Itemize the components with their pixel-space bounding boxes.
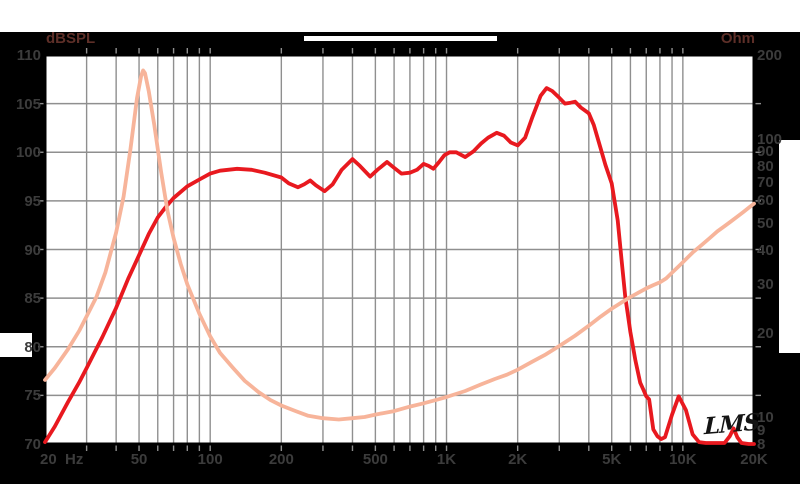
ohm-tick-label: 8 <box>757 436 766 453</box>
right-axis-unit-label: Ohm <box>720 30 755 47</box>
left-axis-unit-label: dBSPL <box>46 30 96 47</box>
top-white-strip <box>0 0 800 32</box>
spl-tick-label: 70 <box>24 436 41 453</box>
ohm-tick-label: 30 <box>757 276 774 294</box>
ohm-tick-label: 40 <box>757 241 774 259</box>
freq-tick-label: 20K <box>740 451 768 468</box>
ohm-tick-label: 60 <box>757 192 774 210</box>
right-edge-white-strip <box>779 140 800 353</box>
ohm-tick-label: 50 <box>757 214 774 232</box>
ohm-tick-label: 9 <box>757 421 766 439</box>
freq-tick-label: 100 <box>197 451 223 468</box>
freq-tick-label: 200 <box>268 451 294 468</box>
spl-tick-label: 100 <box>15 144 41 162</box>
freq-tick-label: 20 Hz <box>40 451 84 468</box>
ohm-tick-label: 100 <box>757 130 783 148</box>
spl-tick-label: 110 <box>16 47 41 64</box>
freq-tick-label: 2K <box>508 451 528 468</box>
spl-tick-label: 90 <box>24 241 41 259</box>
freq-tick-label: 50 <box>130 451 148 468</box>
freq-tick-label: 500 <box>362 451 388 468</box>
spl-curve <box>43 86 756 446</box>
top-center-white-bar <box>304 36 497 41</box>
ohm-tick-label: 200 <box>757 47 783 64</box>
lms-logo: LMS <box>703 408 760 441</box>
ohm-tick-label: 80 <box>757 157 774 175</box>
ohm-tick-label: 20 <box>757 325 774 343</box>
spl-tick-label: 85 <box>24 290 41 308</box>
spl-tick-label: 75 <box>24 387 41 405</box>
left-edge-white-notch <box>0 333 32 357</box>
spl-tick-label: 95 <box>24 192 41 210</box>
spl-tick-label: 80 <box>24 338 41 356</box>
freq-tick-label: 5K <box>602 451 622 468</box>
freq-tick-label: 1K <box>436 451 457 468</box>
ohm-tick-label: 10 <box>757 409 774 427</box>
freq-tick-label: 10K <box>669 451 697 468</box>
spl-tick-label: 105 <box>15 95 41 113</box>
impedance-curve <box>43 68 756 422</box>
ohm-tick-label: 90 <box>757 143 774 161</box>
ohm-tick-label: 70 <box>757 173 774 191</box>
